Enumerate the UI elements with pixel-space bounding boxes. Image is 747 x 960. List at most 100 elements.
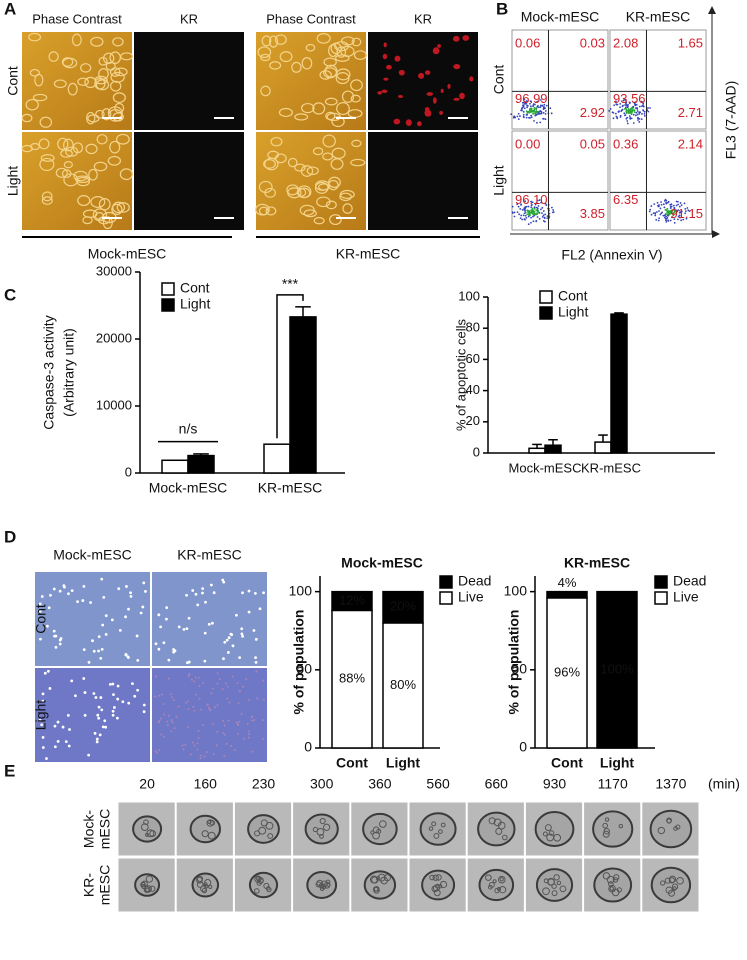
cell <box>57 137 69 151</box>
cell <box>383 77 389 81</box>
bracket <box>276 294 304 439</box>
event <box>669 219 672 222</box>
micrograph <box>368 32 478 130</box>
event <box>533 119 535 122</box>
event <box>535 111 538 114</box>
event <box>538 218 541 220</box>
granule <box>432 874 439 881</box>
cell <box>447 83 451 89</box>
cell <box>462 35 470 41</box>
cell <box>212 687 215 690</box>
event <box>527 205 530 208</box>
cell <box>111 713 115 717</box>
cell <box>201 587 205 591</box>
event <box>517 205 520 208</box>
bar <box>528 447 546 454</box>
event <box>544 110 547 112</box>
cell <box>353 50 367 60</box>
cell <box>478 868 515 902</box>
event <box>647 107 649 109</box>
cell <box>238 656 242 659</box>
cell <box>142 710 146 714</box>
granule <box>206 819 214 827</box>
event <box>629 109 632 112</box>
granule <box>499 877 504 882</box>
cell <box>257 46 272 59</box>
cell <box>224 733 227 736</box>
granule <box>438 829 443 834</box>
event <box>640 118 643 121</box>
event <box>679 202 682 204</box>
cell <box>240 627 244 631</box>
quadrant-value: 0.36 <box>613 136 638 151</box>
cell <box>350 94 361 103</box>
cell <box>126 655 130 659</box>
cell <box>362 812 398 846</box>
cell <box>252 629 256 632</box>
cell <box>279 51 293 63</box>
cell <box>328 176 341 188</box>
event <box>673 221 676 224</box>
granule <box>608 884 616 893</box>
event <box>632 113 635 116</box>
event <box>525 217 528 219</box>
cell <box>159 717 162 720</box>
event <box>525 116 528 119</box>
cell <box>83 691 87 694</box>
event <box>550 112 553 115</box>
granule <box>260 819 268 827</box>
granule <box>495 827 503 835</box>
cell <box>91 639 94 643</box>
cell <box>216 682 219 685</box>
cell <box>223 754 226 757</box>
cell <box>241 634 244 638</box>
granule <box>319 834 324 839</box>
cell <box>223 640 227 644</box>
event <box>524 218 526 221</box>
cell <box>246 722 249 725</box>
cell <box>54 645 58 649</box>
cell <box>95 737 99 741</box>
cell <box>177 625 181 629</box>
cell <box>62 584 66 588</box>
cell <box>154 695 157 698</box>
y-tick-label: 80 <box>466 320 480 335</box>
cell <box>323 57 337 67</box>
granule <box>498 875 506 884</box>
cell <box>301 57 313 70</box>
event <box>673 207 676 210</box>
event <box>614 112 617 115</box>
event <box>612 111 615 114</box>
cell <box>187 616 191 620</box>
event <box>523 98 526 101</box>
cell <box>112 92 126 103</box>
event <box>626 120 629 122</box>
row-label: Light <box>5 166 21 196</box>
event <box>684 212 687 215</box>
granule <box>609 886 614 891</box>
legend-label: Light <box>180 296 210 312</box>
cell <box>175 715 178 718</box>
legend-swatch <box>161 298 175 312</box>
event <box>530 116 533 119</box>
cell <box>439 110 443 115</box>
event <box>537 210 540 213</box>
cell <box>247 730 250 733</box>
event <box>665 199 668 202</box>
cell <box>437 44 441 48</box>
cell <box>53 724 57 728</box>
cell <box>247 589 251 593</box>
event <box>687 209 690 212</box>
bar <box>331 609 373 749</box>
event <box>542 118 544 120</box>
event <box>513 215 516 218</box>
event <box>622 104 624 107</box>
granule <box>145 887 150 893</box>
cell <box>212 752 215 755</box>
cell <box>216 704 219 707</box>
cell <box>262 679 265 682</box>
cell <box>227 636 231 640</box>
event <box>613 104 616 107</box>
cell <box>291 61 302 73</box>
granule <box>616 887 622 893</box>
